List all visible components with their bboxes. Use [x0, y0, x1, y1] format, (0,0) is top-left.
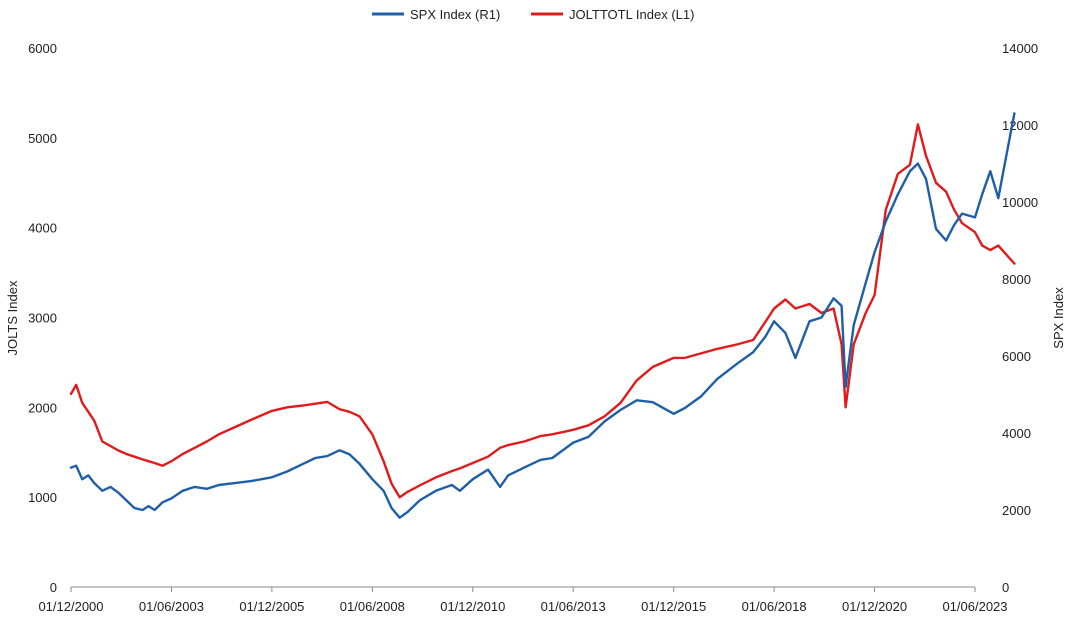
y-right-tick-label: 2000 [1002, 503, 1031, 518]
y-right-tick-label: 8000 [1002, 272, 1031, 287]
legend: SPX Index (R1) JOLTTOTL Index (L1) [372, 7, 694, 22]
y-right-tick-label: 12000 [1002, 118, 1038, 133]
series-layer [69, 112, 1016, 519]
x-tick-label: 01/06/2023 [942, 599, 1007, 614]
y-right-tick-label: 14000 [1002, 41, 1038, 56]
y-right-ticks: 0 2000 4000 6000 8000 10000 12000 14000 [1002, 41, 1038, 595]
jolts-series-line [69, 123, 1016, 499]
x-tick-label: 01/12/2005 [239, 599, 304, 614]
x-tick-label: 01/12/2010 [440, 599, 505, 614]
y-right-tick-label: 10000 [1002, 195, 1038, 210]
x-tick-label: 01/06/2013 [541, 599, 606, 614]
x-tick-label: 01/06/2003 [139, 599, 204, 614]
y-right-tick-label: 4000 [1002, 426, 1031, 441]
y-left-tick-label: 3000 [28, 311, 57, 326]
y-right-axis-title: SPX Index [1051, 287, 1066, 349]
legend-label-jolts: JOLTTOTL Index (L1) [569, 7, 694, 22]
x-tick-label: 01/06/2018 [742, 599, 807, 614]
y-left-tick-label: 4000 [28, 221, 57, 236]
x-tick-label: 01/06/2008 [340, 599, 405, 614]
x-ticks: 01/12/2000 01/06/2003 01/12/2005 01/06/2008… [38, 587, 1008, 614]
spx-series-line [69, 112, 1016, 519]
y-right-tick-label: 0 [1002, 580, 1009, 595]
y-left-ticks: 0 1000 2000 3000 4000 5000 6000 [28, 41, 57, 595]
legend-label-spx: SPX Index (R1) [410, 7, 500, 22]
y-left-tick-label: 2000 [28, 400, 57, 415]
y-left-tick-label: 0 [50, 580, 57, 595]
x-tick-label: 01/12/2020 [842, 599, 907, 614]
x-tick-label: 01/12/2000 [38, 599, 103, 614]
y-left-axis-title: JOLTS Index [5, 280, 20, 355]
x-tick-label: 01/12/2015 [641, 599, 706, 614]
y-left-tick-label: 6000 [28, 41, 57, 56]
y-left-tick-label: 5000 [28, 131, 57, 146]
y-right-tick-label: 6000 [1002, 349, 1031, 364]
y-left-tick-label: 1000 [28, 490, 57, 505]
